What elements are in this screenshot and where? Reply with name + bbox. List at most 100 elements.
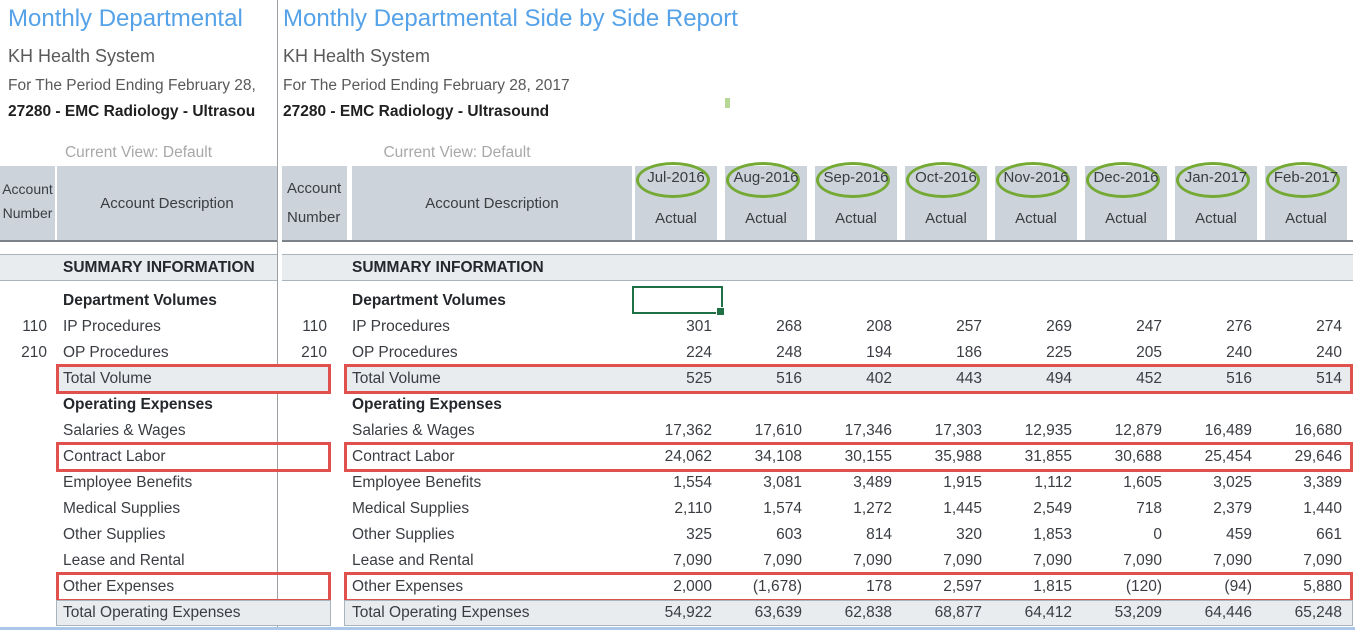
value-cell-oct-2016-total-volume[interactable]: 443 [956, 370, 982, 387]
value-cell-nov-2016-medical-supplies[interactable]: 2,549 [1033, 500, 1072, 517]
column-header-jan-2017[interactable]: Jan-2017 Actual [1175, 162, 1257, 240]
value-cell-aug-2016-lease-and-rental[interactable]: 7,090 [763, 552, 802, 569]
value-cell-jul-2016-salaries-wages[interactable]: 17,362 [664, 422, 712, 439]
value-cell-aug-2016-total-operating-expenses[interactable]: 63,639 [754, 604, 802, 621]
value-cell-sep-2016-other-expenses[interactable]: 178 [866, 578, 892, 595]
column-header-aug-2016[interactable]: Aug-2016 Actual [725, 162, 807, 240]
value-cell-sep-2016-other-supplies[interactable]: 814 [866, 526, 892, 543]
account-number-header-right[interactable]: Account Number [282, 166, 347, 240]
value-cell-feb-2017-lease-and-rental[interactable]: 7,090 [1303, 552, 1342, 569]
row-label-ip-procedures[interactable]: IP Procedures [63, 318, 161, 335]
value-cell-oct-2016-employee-benefits[interactable]: 1,915 [943, 474, 982, 491]
value-cell-jan-2017-medical-supplies[interactable]: 2,379 [1213, 500, 1252, 517]
account-description-header-left[interactable]: Account Description [57, 166, 277, 240]
row-label-operating-expenses[interactable]: Operating Expenses [63, 396, 213, 413]
value-cell-aug-2016-total-volume[interactable]: 516 [776, 370, 802, 387]
value-cell-nov-2016-lease-and-rental[interactable]: 7,090 [1033, 552, 1072, 569]
value-cell-jan-2017-ip-procedures[interactable]: 276 [1226, 318, 1252, 335]
value-cell-aug-2016-medical-supplies[interactable]: 1,574 [763, 500, 802, 517]
value-cell-dec-2016-other-expenses[interactable]: (120) [1125, 578, 1162, 595]
column-header-sep-2016[interactable]: Sep-2016 Actual [815, 162, 897, 240]
value-cell-oct-2016-lease-and-rental[interactable]: 7,090 [943, 552, 982, 569]
row-label-department-volumes[interactable]: Department Volumes [352, 292, 506, 309]
value-cell-jul-2016-medical-supplies[interactable]: 2,110 [674, 500, 712, 517]
value-cell-jul-2016-employee-benefits[interactable]: 1,554 [673, 474, 712, 491]
value-cell-dec-2016-contract-labor[interactable]: 30,688 [1114, 448, 1162, 465]
row-label-other-supplies[interactable]: Other Supplies [63, 526, 166, 543]
value-cell-aug-2016-salaries-wages[interactable]: 17,610 [754, 422, 802, 439]
account-number-cell[interactable]: 210 [21, 344, 47, 361]
row-label-operating-expenses[interactable]: Operating Expenses [352, 396, 502, 413]
value-cell-sep-2016-ip-procedures[interactable]: 208 [866, 318, 892, 335]
account-number-cell[interactable]: 110 [302, 318, 327, 335]
value-cell-aug-2016-other-expenses[interactable]: (1,678) [752, 578, 802, 595]
value-cell-feb-2017-op-procedures[interactable]: 240 [1316, 344, 1342, 361]
value-cell-aug-2016-employee-benefits[interactable]: 3,081 [763, 474, 802, 491]
value-cell-dec-2016-total-volume[interactable]: 452 [1136, 370, 1162, 387]
row-label-medical-supplies[interactable]: Medical Supplies [352, 500, 470, 517]
value-cell-dec-2016-ip-procedures[interactable]: 247 [1136, 318, 1162, 335]
account-description-header-right[interactable]: Account Description [352, 166, 632, 240]
value-cell-jul-2016-other-supplies[interactable]: 325 [686, 526, 712, 543]
value-cell-nov-2016-other-expenses[interactable]: 1,815 [1033, 578, 1072, 595]
pane-divider[interactable] [277, 0, 278, 630]
value-cell-nov-2016-ip-procedures[interactable]: 269 [1046, 318, 1072, 335]
value-cell-sep-2016-total-volume[interactable]: 402 [866, 370, 892, 387]
value-cell-sep-2016-medical-supplies[interactable]: 1,272 [853, 500, 892, 517]
value-cell-nov-2016-op-procedures[interactable]: 225 [1046, 344, 1072, 361]
value-cell-jul-2016-op-procedures[interactable]: 224 [686, 344, 712, 361]
value-cell-nov-2016-contract-labor[interactable]: 31,855 [1024, 448, 1072, 465]
row-label-op-procedures[interactable]: OP Procedures [352, 344, 458, 361]
row-label-salaries-wages[interactable]: Salaries & Wages [352, 422, 475, 439]
account-number-header-left[interactable]: Account Number [0, 166, 55, 240]
value-cell-nov-2016-other-supplies[interactable]: 1,853 [1033, 526, 1072, 543]
value-cell-sep-2016-contract-labor[interactable]: 30,155 [844, 448, 892, 465]
value-cell-aug-2016-other-supplies[interactable]: 603 [776, 526, 802, 543]
row-label-medical-supplies[interactable]: Medical Supplies [63, 500, 181, 517]
value-cell-nov-2016-salaries-wages[interactable]: 12,935 [1024, 422, 1072, 439]
row-label-op-procedures[interactable]: OP Procedures [63, 344, 169, 361]
row-label-other-expenses[interactable]: Other Expenses [63, 578, 175, 595]
value-cell-jan-2017-other-supplies[interactable]: 459 [1226, 526, 1252, 543]
value-cell-feb-2017-total-volume[interactable]: 514 [1316, 370, 1342, 387]
value-cell-jul-2016-total-volume[interactable]: 525 [686, 370, 712, 387]
row-label-employee-benefits[interactable]: Employee Benefits [63, 474, 193, 491]
value-cell-oct-2016-other-expenses[interactable]: 2,597 [943, 578, 982, 595]
value-cell-jan-2017-total-operating-expenses[interactable]: 64,446 [1204, 604, 1252, 621]
value-cell-jul-2016-ip-procedures[interactable]: 301 [686, 318, 712, 335]
value-cell-feb-2017-ip-procedures[interactable]: 274 [1316, 318, 1342, 335]
value-cell-jan-2017-op-procedures[interactable]: 240 [1226, 344, 1252, 361]
selected-cell[interactable] [632, 286, 725, 316]
value-cell-aug-2016-ip-procedures[interactable]: 268 [776, 318, 802, 335]
row-label-total-operating-expenses[interactable]: Total Operating Expenses [63, 604, 241, 621]
column-header-feb-2017[interactable]: Feb-2017 Actual [1265, 162, 1347, 240]
row-label-contract-labor[interactable]: Contract Labor [63, 448, 166, 465]
row-label-total-operating-expenses[interactable]: Total Operating Expenses [352, 604, 530, 621]
value-cell-sep-2016-op-procedures[interactable]: 194 [866, 344, 892, 361]
value-cell-sep-2016-employee-benefits[interactable]: 3,489 [853, 474, 892, 491]
value-cell-dec-2016-op-procedures[interactable]: 205 [1136, 344, 1162, 361]
fill-handle[interactable] [716, 307, 725, 316]
section-label-summary-information[interactable]: SUMMARY INFORMATION [63, 259, 255, 276]
value-cell-dec-2016-lease-and-rental[interactable]: 7,090 [1123, 552, 1162, 569]
value-cell-jan-2017-employee-benefits[interactable]: 3,025 [1213, 474, 1252, 491]
value-cell-sep-2016-salaries-wages[interactable]: 17,346 [844, 422, 892, 439]
row-label-ip-procedures[interactable]: IP Procedures [352, 318, 450, 335]
value-cell-feb-2017-salaries-wages[interactable]: 16,680 [1294, 422, 1342, 439]
row-label-contract-labor[interactable]: Contract Labor [352, 448, 455, 465]
row-label-other-supplies[interactable]: Other Supplies [352, 526, 455, 543]
value-cell-oct-2016-medical-supplies[interactable]: 1,445 [943, 500, 982, 517]
value-cell-oct-2016-other-supplies[interactable]: 320 [956, 526, 982, 543]
value-cell-dec-2016-employee-benefits[interactable]: 1,605 [1123, 474, 1162, 491]
row-label-salaries-wages[interactable]: Salaries & Wages [63, 422, 186, 439]
value-cell-oct-2016-salaries-wages[interactable]: 17,303 [934, 422, 982, 439]
column-header-nov-2016[interactable]: Nov-2016 Actual [995, 162, 1077, 240]
value-cell-oct-2016-ip-procedures[interactable]: 257 [956, 318, 982, 335]
value-cell-aug-2016-contract-labor[interactable]: 34,108 [754, 448, 802, 465]
row-label-lease-and-rental[interactable]: Lease and Rental [352, 552, 474, 569]
value-cell-jul-2016-contract-labor[interactable]: 24,062 [664, 448, 712, 465]
value-cell-feb-2017-medical-supplies[interactable]: 1,440 [1303, 500, 1342, 517]
value-cell-oct-2016-contract-labor[interactable]: 35,988 [934, 448, 982, 465]
value-cell-jul-2016-other-expenses[interactable]: 2,000 [673, 578, 712, 595]
row-label-total-volume[interactable]: Total Volume [63, 370, 152, 387]
